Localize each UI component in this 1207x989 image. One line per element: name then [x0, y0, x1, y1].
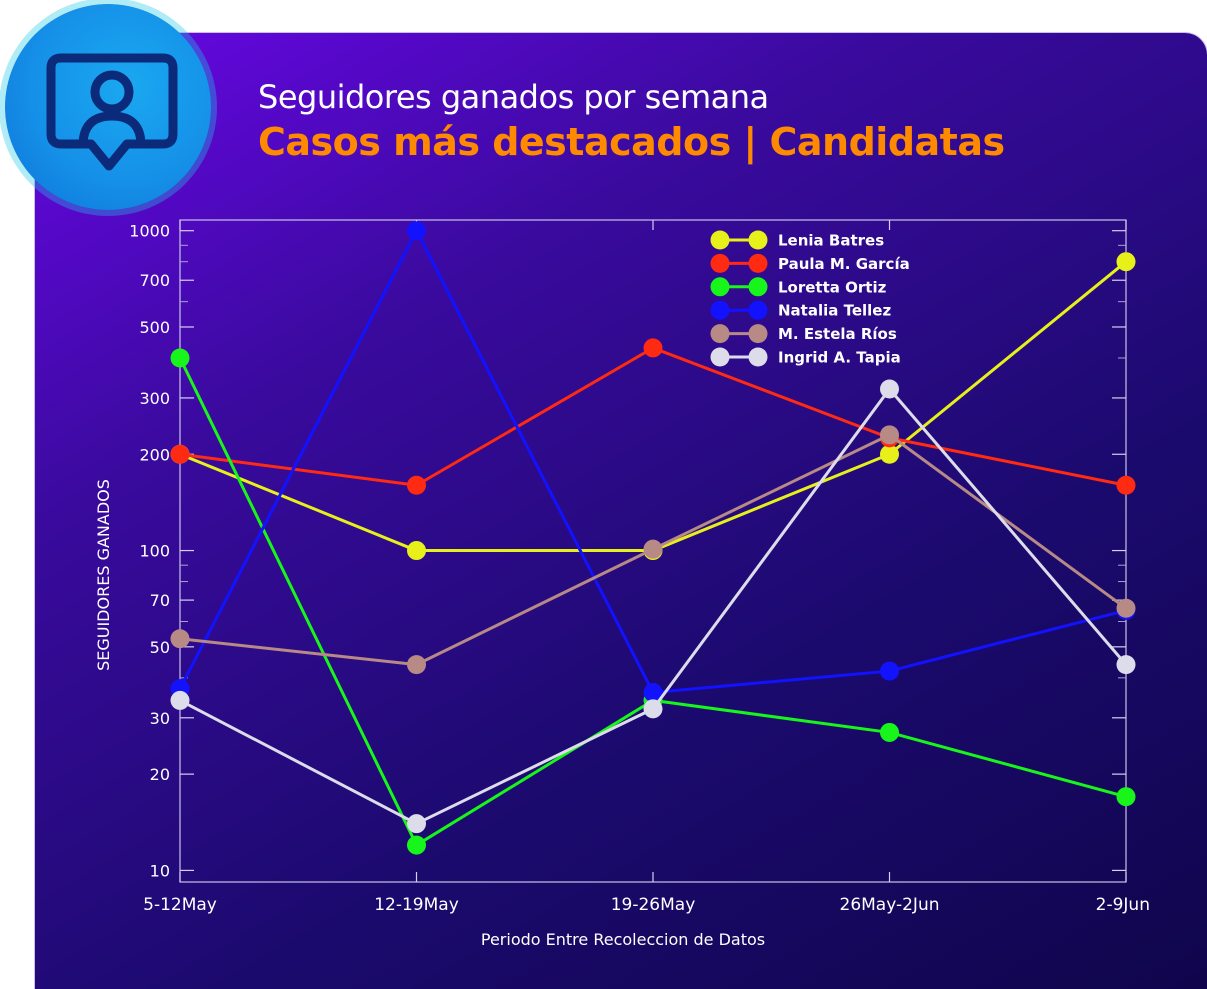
x-tick-label: 26May-2Jun	[840, 895, 940, 915]
y-tick-label: 1000	[129, 222, 170, 241]
data-point[interactable]	[880, 722, 899, 742]
series-5	[170, 425, 1136, 675]
y-tick-label: 70	[150, 591, 170, 610]
x-tick-label: 5-12May	[143, 895, 217, 915]
y-tick-label: 30	[150, 709, 170, 728]
x-tick-label: 19-26May	[611, 895, 696, 915]
chart-subtitle: Casos más destacados | Candidatas	[258, 120, 1005, 164]
legend-label: Ingrid A. Tapia	[778, 349, 901, 367]
header-badge	[5, 4, 211, 210]
data-point[interactable]	[407, 835, 426, 855]
legend-item[interactable]: Paula M. García	[710, 253, 910, 273]
legend-item[interactable]: Lenia Batres	[710, 230, 885, 250]
data-point[interactable]	[880, 661, 899, 681]
data-point[interactable]	[170, 690, 190, 710]
legend-item[interactable]: Ingrid A. Tapia	[710, 347, 901, 367]
legend-marker	[710, 253, 730, 273]
legend-marker	[748, 300, 768, 320]
y-tick-label: 100	[139, 542, 170, 561]
legend-item[interactable]: Natalia Tellez	[710, 300, 892, 320]
data-point[interactable]	[407, 475, 426, 495]
legend-marker	[710, 300, 730, 320]
legend-item[interactable]: Loretta Ortiz	[710, 277, 887, 297]
legend-marker	[748, 324, 768, 344]
y-axis: 10 20 30 50 70 100 200 300 500 700 1000	[129, 222, 1126, 880]
data-point[interactable]	[1116, 252, 1136, 272]
legend-label: M. Estela Ríos	[778, 325, 897, 343]
series-line	[178, 229, 1127, 694]
legend-marker	[748, 347, 768, 367]
data-point[interactable]	[170, 629, 190, 649]
data-point[interactable]	[407, 655, 426, 675]
data-point[interactable]	[643, 338, 663, 358]
legend-marker	[710, 230, 730, 250]
data-point[interactable]	[643, 539, 663, 559]
series-6	[170, 379, 1136, 834]
series-4	[170, 221, 1136, 702]
legend[interactable]: Lenia Batres Paula M. García Loretta Ortiz…	[710, 230, 910, 367]
data-point[interactable]	[407, 814, 426, 834]
legend-marker	[710, 324, 730, 344]
y-tick-label: 200	[139, 445, 170, 464]
y-tick-label: 10	[150, 861, 170, 880]
x-tick-label: 2-9Jun	[1096, 895, 1150, 915]
data-point[interactable]	[643, 699, 663, 719]
legend-marker	[748, 230, 768, 250]
data-point[interactable]	[1116, 655, 1136, 675]
data-point[interactable]	[407, 541, 426, 561]
data-point[interactable]	[1116, 598, 1136, 618]
y-tick-label: 300	[139, 389, 170, 408]
x-tick-label: 12-19May	[374, 895, 459, 915]
data-point[interactable]	[170, 444, 190, 464]
data-point[interactable]	[880, 379, 899, 399]
legend-label: Natalia Tellez	[778, 302, 891, 320]
series-line	[179, 260, 1127, 553]
x-axis-label: Periodo Entre Recoleccion de Datos	[481, 930, 765, 949]
legend-marker	[710, 347, 730, 367]
data-point[interactable]	[880, 444, 899, 464]
series-2	[170, 338, 1136, 495]
legend-marker	[748, 277, 768, 297]
data-point[interactable]	[1116, 787, 1136, 807]
series-1	[170, 252, 1136, 561]
legend-label: Paula M. García	[778, 255, 910, 273]
data-point[interactable]	[1116, 475, 1136, 495]
chart-title: Seguidores ganados por semana	[258, 78, 769, 116]
legend-item[interactable]: M. Estela Ríos	[710, 324, 897, 344]
legend-label: Lenia Batres	[778, 232, 884, 250]
data-point[interactable]	[407, 221, 426, 241]
y-tick-label: 500	[139, 318, 170, 337]
series-line	[178, 357, 1127, 847]
data-point[interactable]	[170, 348, 190, 368]
y-tick-label: 20	[150, 765, 170, 784]
y-axis-label: SEGUIDORES GANADOS	[94, 479, 113, 671]
user-message-icon	[46, 53, 178, 171]
y-tick-label: 700	[139, 271, 170, 290]
data-point[interactable]	[643, 682, 663, 702]
legend-label: Loretta Ortiz	[778, 278, 887, 296]
series-lines	[170, 221, 1136, 855]
chart-card	[35, 33, 1207, 989]
legend-marker	[748, 253, 768, 273]
y-tick-label: 50	[150, 638, 170, 657]
x-axis: 5-12May 12-19May 19-26May 26May-2Jun 2-9Jun	[143, 220, 1150, 915]
data-point[interactable]	[880, 425, 899, 445]
legend-marker	[710, 277, 730, 297]
